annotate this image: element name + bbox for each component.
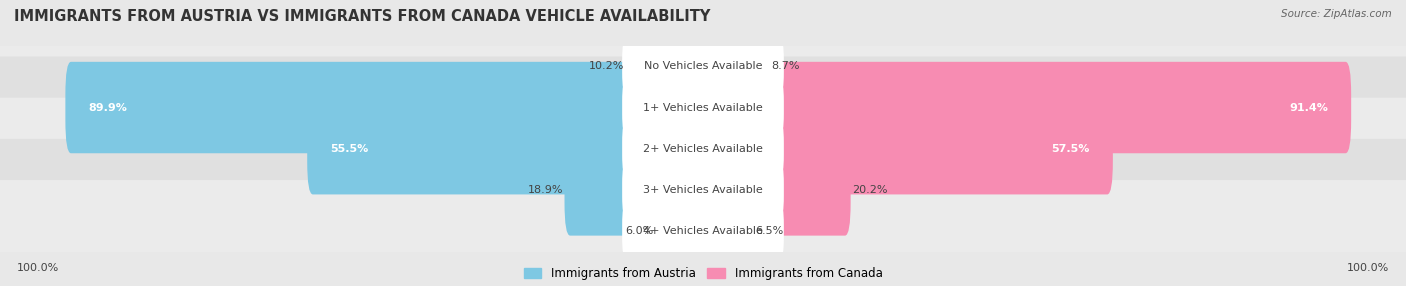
Legend: Immigrants from Austria, Immigrants from Canada: Immigrants from Austria, Immigrants from… bbox=[523, 267, 883, 280]
FancyBboxPatch shape bbox=[565, 144, 709, 236]
Text: 1+ Vehicles Available: 1+ Vehicles Available bbox=[643, 103, 763, 112]
Text: 55.5%: 55.5% bbox=[330, 144, 368, 154]
FancyBboxPatch shape bbox=[621, 163, 785, 217]
FancyBboxPatch shape bbox=[621, 204, 785, 258]
FancyBboxPatch shape bbox=[0, 139, 1406, 241]
Text: 6.5%: 6.5% bbox=[756, 226, 785, 236]
FancyBboxPatch shape bbox=[626, 21, 709, 112]
Text: 8.7%: 8.7% bbox=[772, 61, 800, 71]
FancyBboxPatch shape bbox=[655, 185, 709, 277]
FancyBboxPatch shape bbox=[697, 144, 851, 236]
FancyBboxPatch shape bbox=[697, 21, 770, 112]
FancyBboxPatch shape bbox=[0, 56, 1406, 159]
Text: 89.9%: 89.9% bbox=[89, 103, 128, 112]
FancyBboxPatch shape bbox=[65, 62, 709, 153]
Text: 100.0%: 100.0% bbox=[17, 263, 59, 273]
Text: 4+ Vehicles Available: 4+ Vehicles Available bbox=[643, 226, 763, 236]
Text: No Vehicles Available: No Vehicles Available bbox=[644, 61, 762, 71]
Text: 91.4%: 91.4% bbox=[1289, 103, 1329, 112]
Text: 57.5%: 57.5% bbox=[1052, 144, 1090, 154]
FancyBboxPatch shape bbox=[308, 103, 709, 194]
Text: 3+ Vehicles Available: 3+ Vehicles Available bbox=[643, 185, 763, 195]
Text: 20.2%: 20.2% bbox=[852, 185, 887, 195]
FancyBboxPatch shape bbox=[621, 122, 785, 176]
FancyBboxPatch shape bbox=[621, 39, 785, 94]
Text: IMMIGRANTS FROM AUSTRIA VS IMMIGRANTS FROM CANADA VEHICLE AVAILABILITY: IMMIGRANTS FROM AUSTRIA VS IMMIGRANTS FR… bbox=[14, 9, 710, 23]
FancyBboxPatch shape bbox=[697, 103, 1114, 194]
FancyBboxPatch shape bbox=[621, 80, 785, 135]
FancyBboxPatch shape bbox=[697, 185, 754, 277]
Text: 6.0%: 6.0% bbox=[626, 226, 654, 236]
Text: 18.9%: 18.9% bbox=[527, 185, 564, 195]
Text: 2+ Vehicles Available: 2+ Vehicles Available bbox=[643, 144, 763, 154]
Text: 10.2%: 10.2% bbox=[589, 61, 624, 71]
FancyBboxPatch shape bbox=[0, 98, 1406, 200]
FancyBboxPatch shape bbox=[0, 15, 1406, 118]
Text: Source: ZipAtlas.com: Source: ZipAtlas.com bbox=[1281, 9, 1392, 19]
Text: 100.0%: 100.0% bbox=[1347, 263, 1389, 273]
FancyBboxPatch shape bbox=[0, 180, 1406, 282]
FancyBboxPatch shape bbox=[697, 62, 1351, 153]
